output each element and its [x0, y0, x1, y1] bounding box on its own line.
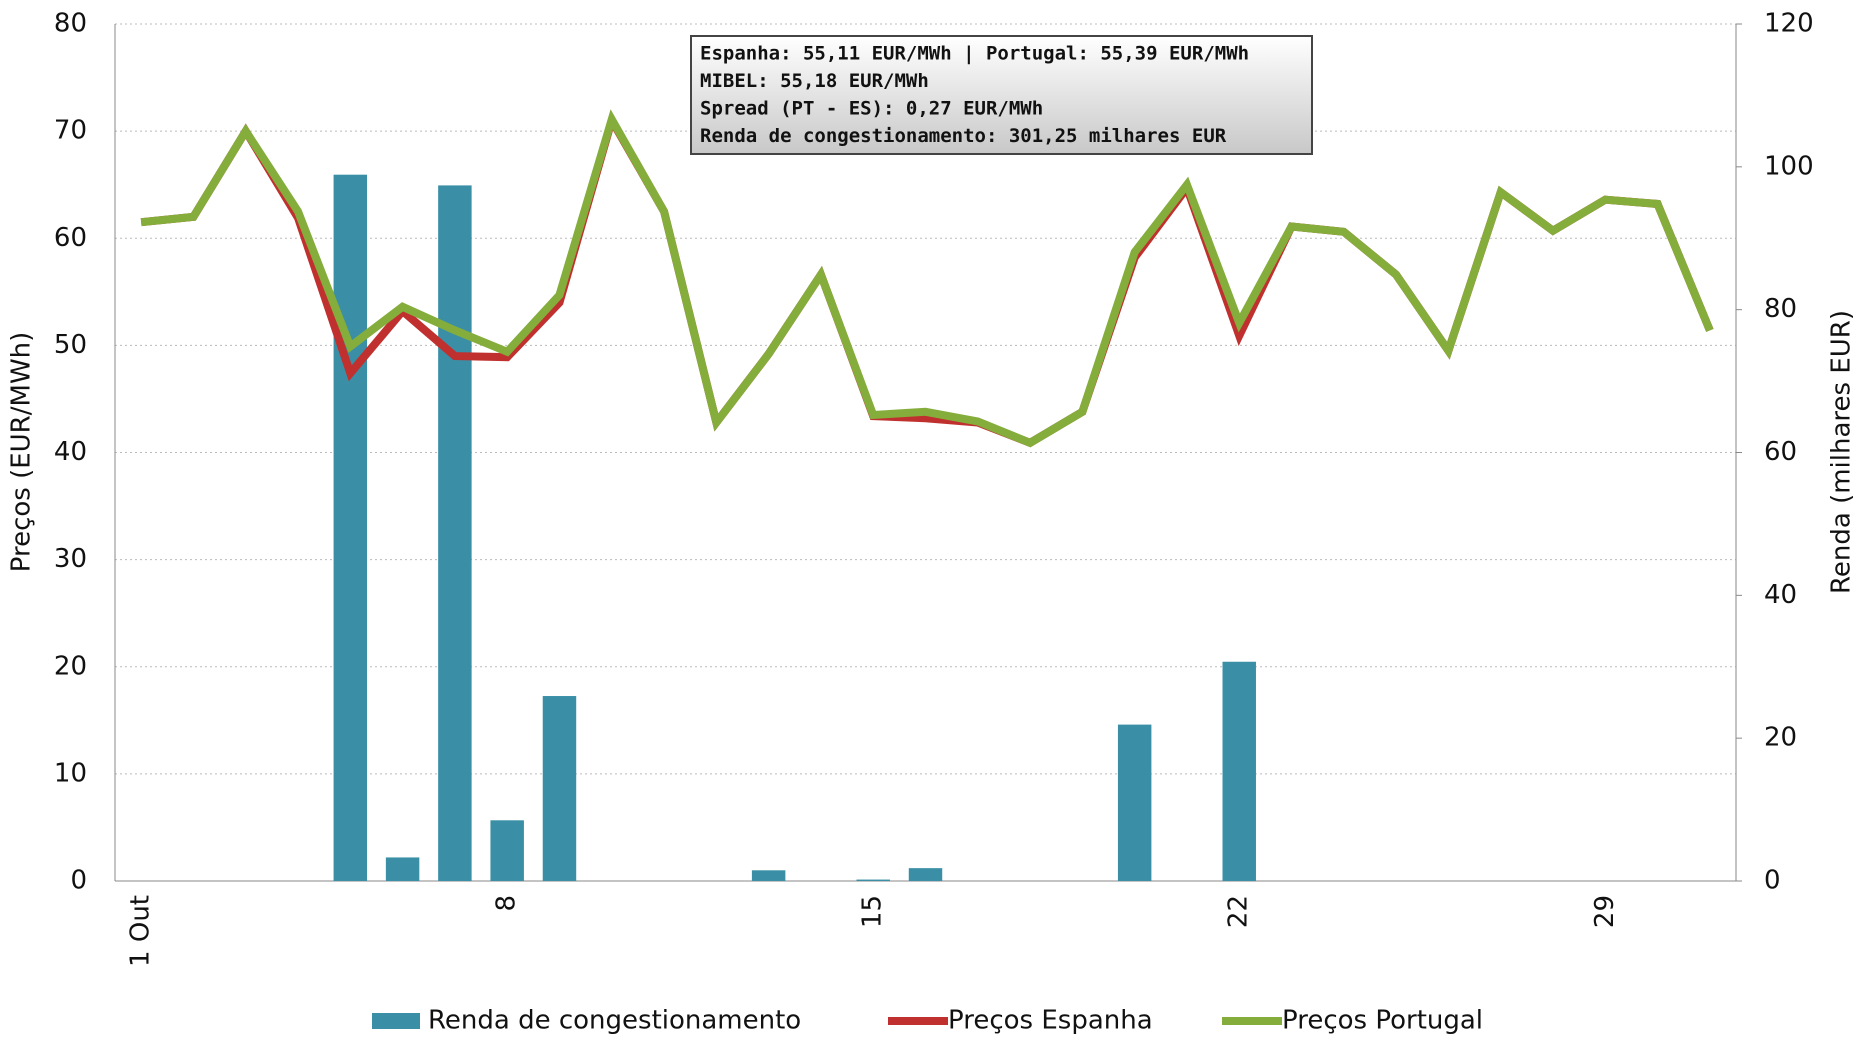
bar [438, 185, 472, 881]
y-tick-label: 80 [54, 9, 87, 39]
legend-label: Renda de congestionamento [428, 1006, 801, 1036]
y2-tick-label: 60 [1764, 437, 1797, 467]
legend-label: Preços Espanha [948, 1006, 1153, 1036]
x-tick-label: 22 [1224, 895, 1254, 928]
y2-tick-label: 40 [1764, 580, 1797, 610]
tooltip-box [690, 35, 1313, 155]
bar [856, 879, 890, 881]
tooltip: Espanha: 55,11 EUR/MWh | Portugal: 55,39… [690, 35, 1313, 155]
y-tick-label: 20 [54, 651, 87, 681]
bar [333, 174, 368, 882]
x-tick-label: 29 [1590, 895, 1620, 928]
bar [385, 857, 420, 881]
y-axis-label: Preços (EUR/MWh) [7, 332, 37, 573]
y-tick-label: 70 [54, 116, 87, 146]
y2-tick-label: 0 [1764, 866, 1781, 896]
bar [1117, 724, 1152, 881]
bar [490, 820, 524, 881]
y-tick-label: 50 [54, 330, 87, 360]
line [140, 109, 1714, 448]
y2-tick-label: 120 [1764, 9, 1814, 39]
legend-label: Preços Portugal [1282, 1006, 1483, 1036]
tooltip-line: MIBEL: 55,18 EUR/MWh [700, 70, 929, 92]
y2-axis-label: Renda (milhares EUR) [1827, 310, 1857, 594]
y-tick-label: 10 [54, 758, 87, 788]
bar [751, 870, 786, 881]
x-tick-label: 8 [492, 895, 522, 912]
legend-swatch [372, 1013, 420, 1029]
y-tick-label: 60 [54, 223, 87, 253]
bar [1222, 661, 1256, 881]
tooltip-line: Espanha: 55,11 EUR/MWh | Portugal: 55,39… [700, 43, 1249, 65]
x-tick-label: 15 [858, 895, 888, 928]
bar [908, 868, 943, 881]
tooltip-line: Renda de congestionamento: 301,25 milhar… [700, 125, 1227, 147]
y-tick-label: 40 [54, 437, 87, 467]
tooltip-line: Spread (PT - ES): 0,27 EUR/MWh [700, 98, 1043, 120]
x-tick-label: 1 Out [126, 895, 156, 967]
y2-tick-label: 80 [1764, 294, 1797, 324]
y2-tick-label: 20 [1764, 723, 1797, 753]
y2-tick-label: 100 [1764, 151, 1814, 181]
y-tick-label: 0 [70, 866, 87, 896]
y-tick-label: 30 [54, 544, 87, 574]
bar [542, 696, 577, 881]
